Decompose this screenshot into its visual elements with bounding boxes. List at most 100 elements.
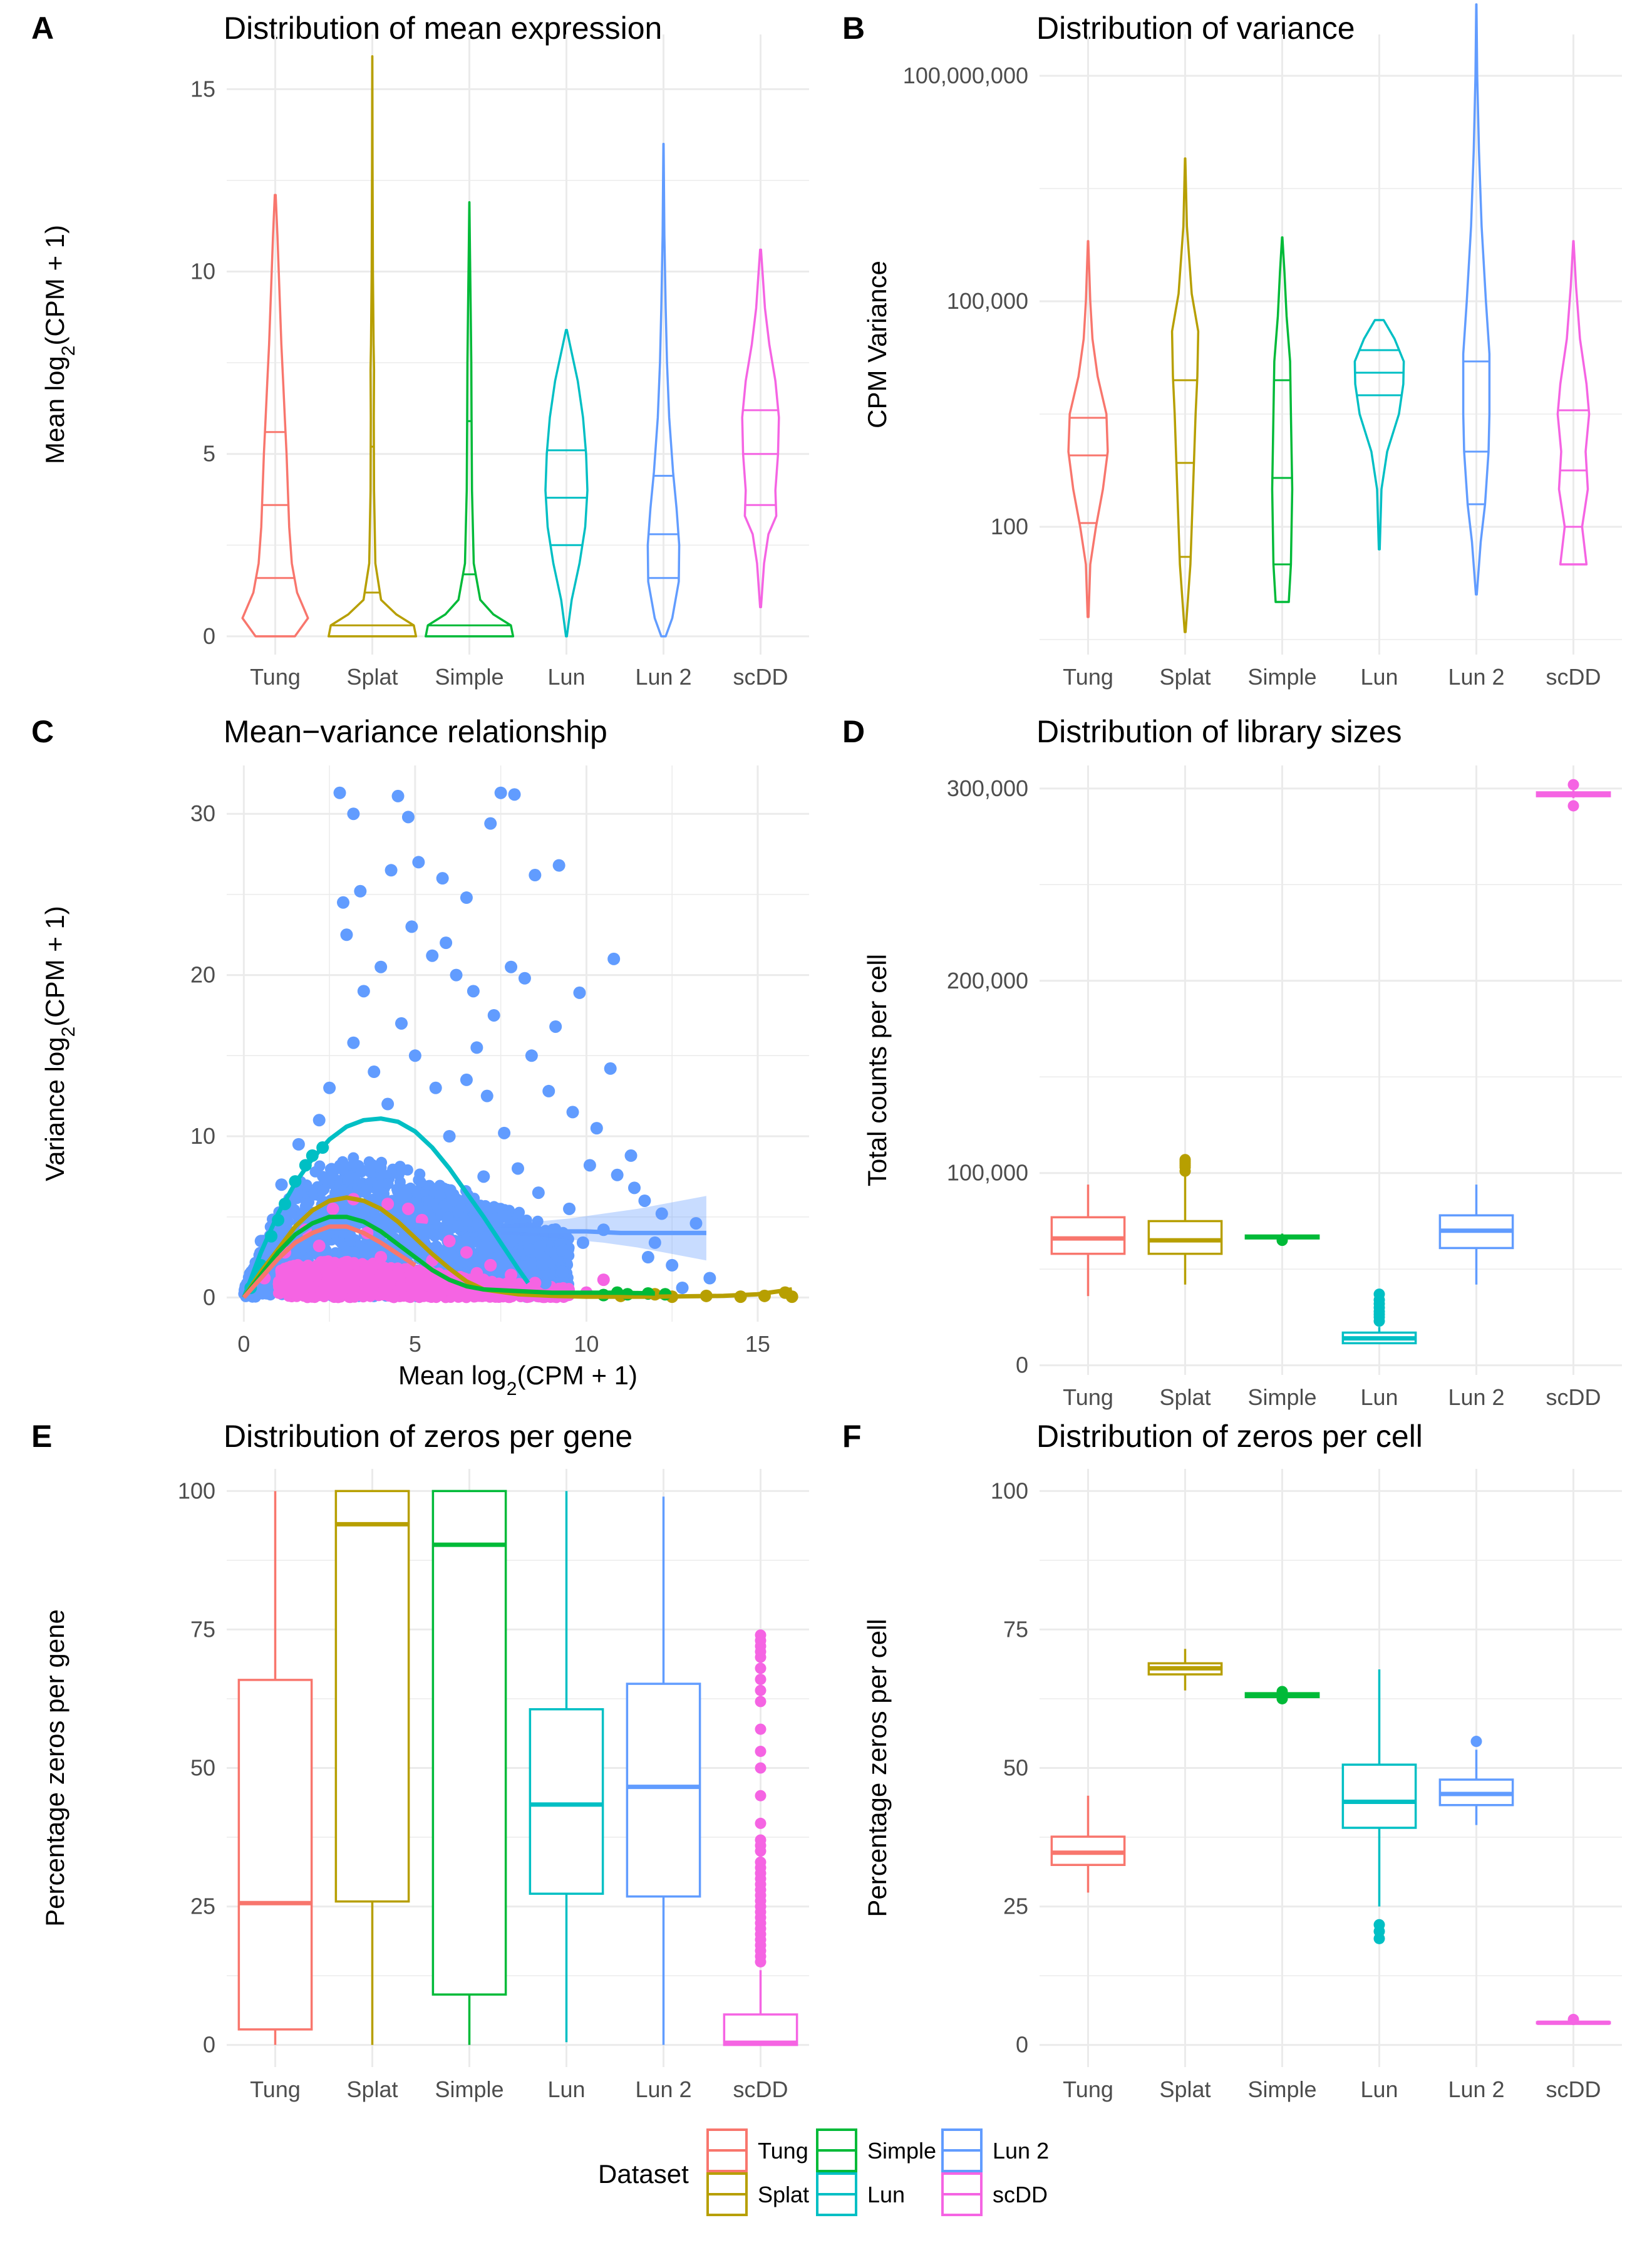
box-lun-2 [1438,1736,1514,1825]
panel-label: D [842,714,865,749]
box-simple [431,1490,507,2045]
panel-title: Distribution of mean expression [224,11,662,46]
scatter-point-lun-2 [358,1207,370,1218]
y-tick-label: 100,000 [947,288,1028,314]
x-tick-label-simple: Simple [1247,2076,1316,2102]
y-axis-label: Variance log2(CPM + 1) [40,906,79,1181]
y-tick-label: 0 [203,2032,215,2058]
x-tick-label-lun: Lun [547,2076,585,2102]
scatter-point-lun-2 [309,1166,321,1178]
x-tick-label-lun-2: Lun 2 [1448,2076,1504,2102]
scatter-point-scdd [343,1275,354,1287]
scatter-point-lun-2 [556,1245,568,1257]
x-tick-label: 10 [574,1331,599,1357]
scatter-point-scdd [367,1260,379,1272]
scatter-point-scdd [329,1257,341,1268]
box-outlier-point [1276,1686,1288,1698]
scatter-point-scdd [312,1240,326,1253]
box-lun [1341,1669,1417,1944]
box-outlier-point [755,1662,767,1674]
y-tick-label: 0 [1016,1352,1028,1378]
scatter-point-scdd [529,1277,542,1290]
scatter-point-lun-2 [549,1020,562,1033]
scatter-point-lun-2 [348,1158,359,1169]
x-tick-label-splat: Splat [1159,2076,1211,2102]
scatter-point-scdd [280,1275,292,1287]
scatter-point-lun-2 [447,1195,458,1207]
y-tick-label: 0 [203,623,215,649]
scatter-point-lun-2 [465,1236,477,1248]
x-tick-label-scdd: scDD [1546,664,1601,690]
scatter-point-lun-2 [479,1240,491,1252]
y-tick-label: 100 [178,1478,215,1503]
scatter-point-lun-2 [452,1206,464,1218]
y-tick-label: 50 [1003,1755,1028,1781]
scatter-point-lun-2 [337,1156,349,1168]
scatter-point-lun-2 [323,1228,335,1240]
scatter-point-lun-2 [562,1233,574,1245]
box-simple [1244,1686,1320,1704]
y-tick-label: 10 [190,1123,215,1149]
box-outlier-point [755,1834,767,1846]
scatter-point-lun-2 [520,1215,532,1226]
box-scdd [1536,779,1611,812]
scatter-point-scdd [381,1198,395,1211]
y-tick-label: 100,000,000 [903,63,1028,88]
box-outlier-point [1567,779,1579,791]
scatter-point-lun-2 [401,811,415,824]
y-tick-label: 5 [203,441,215,467]
x-tick-label-lun-2: Lun 2 [1448,664,1504,690]
fit-line-lun-2 [242,1215,706,1299]
x-tick-label-tung: Tung [1063,664,1113,690]
box-scdd [723,1629,798,2046]
legend-title: Dataset [598,2159,689,2189]
panel-b: B Distribution of variance 100 100,000 100,0… [842,3,1622,690]
panel-title: Distribution of zeros per cell [1036,1419,1423,1454]
violin-lun [544,328,589,638]
scatter-point-lun-2 [566,1106,579,1119]
box-splat [1147,1154,1223,1285]
scatter-point-scdd [375,1287,387,1299]
x-tick-label-splat: Splat [346,2076,398,2102]
box-body [529,1708,604,1895]
scatter-point-lun-2 [426,949,439,962]
scatter-point-lun-2 [259,1288,270,1299]
scatter-point-lun-2 [298,1239,310,1251]
y-tick-label: 15 [190,76,215,101]
scatter-point-lun-2 [408,1049,421,1062]
violin-simple [425,201,515,638]
scatter-point-scdd [443,1235,456,1248]
scatter-point-lun-2 [323,1081,336,1094]
scatter-point-lun-2 [500,1210,512,1221]
violin-scdd [741,248,780,609]
y-tick-label: 300,000 [947,775,1028,801]
scatter-point-lun-2 [508,788,521,801]
scatter-point-lun-2 [590,1122,603,1135]
scatter-point-lun-2 [460,1073,473,1086]
x-tick-label-tung: Tung [250,664,301,690]
scatter-point-lun-2 [385,864,398,877]
x-axis-label: Mean log2(CPM + 1) [398,1361,638,1399]
box-outlier-point [755,1762,767,1774]
scatter-point-lun-2 [676,1281,689,1294]
y-tick-label: 10 [190,259,215,284]
box-outlier-point [755,1674,767,1686]
scatter-point-lun-2 [354,884,367,898]
x-tick-label-lun-2: Lun 2 [635,664,691,690]
scatter-point-lun-2 [344,1233,356,1245]
scatter-point-lun-2 [396,1164,408,1176]
scatter-point-lun-2 [498,1126,511,1139]
legend: Dataset Tung Simple Lun 2 Splat Lun scDD [598,2128,1049,2216]
x-tick-label-simple: Simple [435,664,503,690]
panel-title: Distribution of zeros per gene [224,1419,632,1454]
scatter-point-lun-2 [703,1272,716,1285]
violin-tung [241,194,309,638]
scatter-point-lun-2 [337,896,349,909]
scatter-point-lun-2 [387,1163,399,1175]
scatter-point-lun-2 [505,960,518,973]
box-outlier-point [755,1817,767,1829]
legend-label-scdd: scDD [993,2182,1048,2207]
scatter-point-lun-2 [312,1114,326,1127]
scatter-point-lun-2 [655,1207,668,1220]
x-tick-label-simple: Simple [1247,664,1316,690]
